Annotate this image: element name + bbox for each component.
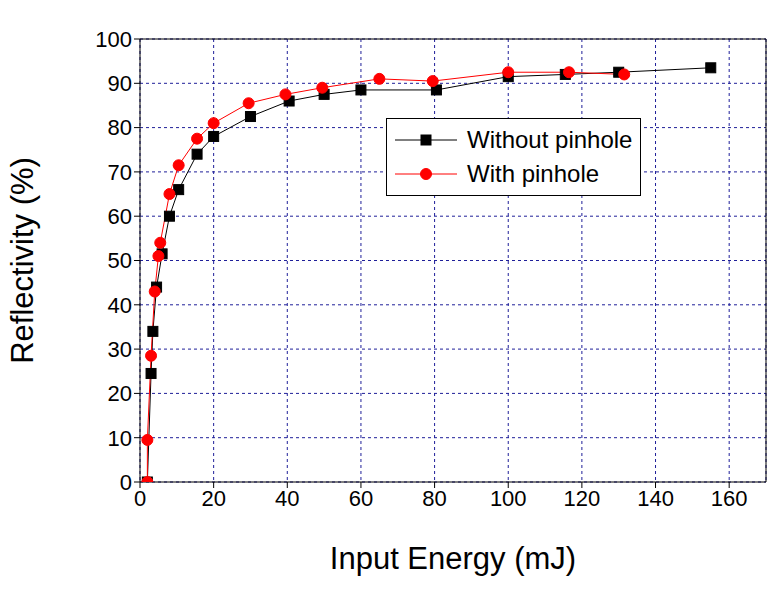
svg-text:100: 100: [95, 27, 132, 52]
svg-text:40: 40: [108, 293, 132, 318]
svg-text:70: 70: [108, 160, 132, 185]
svg-text:120: 120: [564, 486, 601, 511]
svg-text:60: 60: [349, 486, 373, 511]
svg-text:100: 100: [490, 486, 527, 511]
svg-text:160: 160: [711, 486, 748, 511]
svg-text:50: 50: [108, 248, 132, 273]
svg-text:10: 10: [108, 426, 132, 451]
svg-text:20: 20: [108, 381, 132, 406]
svg-text:80: 80: [108, 115, 132, 140]
svg-text:Reflectivity (%): Reflectivity (%): [8, 157, 40, 364]
html-text:Without pinhole: Without pinhole: [467, 126, 633, 153]
svg-text:60: 60: [108, 204, 132, 229]
svg-text:0: 0: [120, 470, 132, 495]
svg-text:30: 30: [108, 337, 132, 362]
svg-text:140: 140: [637, 486, 674, 511]
svg-text:0: 0: [134, 486, 146, 511]
html-text:With pinhole: With pinhole: [467, 160, 600, 187]
svg-text:40: 40: [275, 486, 299, 511]
svg-text:90: 90: [108, 71, 132, 96]
svg-text:20: 20: [201, 486, 225, 511]
svg-text:Input Energy (mJ): Input Energy (mJ): [330, 541, 576, 576]
svg-text:80: 80: [422, 486, 446, 511]
